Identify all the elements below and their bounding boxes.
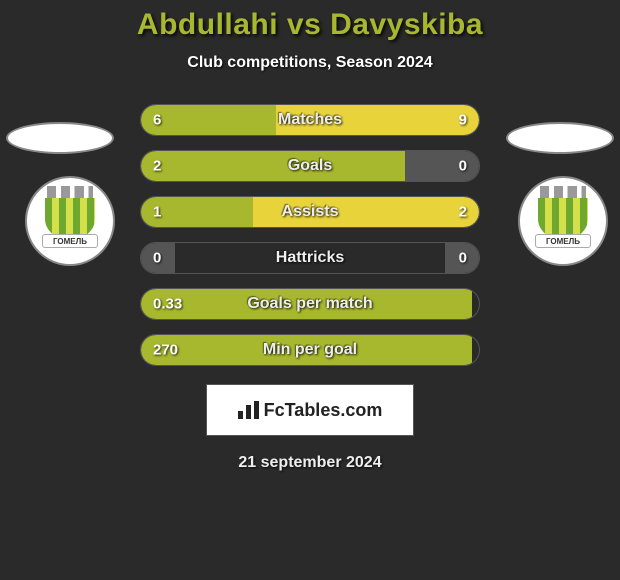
stat-label: Goals per match [247, 295, 372, 313]
stat-bar-left [141, 151, 405, 181]
stat-value-right: 2 [459, 204, 467, 221]
stats-column: 6 Matches 9 2 Goals 0 1 Assists 2 0 Hattricks 0 0.33… [140, 104, 480, 380]
page-title: Abdullahi vs Davyskiba [0, 8, 620, 42]
stat-label: Matches [278, 111, 342, 129]
page-subtitle: Club competitions, Season 2024 [0, 54, 620, 72]
stat-value-left: 270 [153, 342, 178, 359]
badge-text-right: ГОМЕЛЬ [535, 234, 591, 248]
stat-value-left: 0.33 [153, 296, 182, 313]
stat-row: 2 Goals 0 [140, 150, 480, 182]
club-crest-icon: ГОМЕЛЬ [528, 186, 598, 256]
comparison-card: Abdullahi vs Davyskiba Club competitions… [0, 0, 620, 472]
stat-row: 270 Min per goal [140, 334, 480, 366]
player-left-club-badge: ГОМЕЛЬ [25, 176, 115, 266]
player-right-silhouette [506, 122, 614, 154]
brand-logo[interactable]: FcTables.com [206, 384, 414, 436]
stat-value-right: 0 [459, 250, 467, 267]
stat-row: 0 Hattricks 0 [140, 242, 480, 274]
stat-value-left: 6 [153, 112, 161, 129]
stat-value-left: 1 [153, 204, 161, 221]
player-right-club-badge: ГОМЕЛЬ [518, 176, 608, 266]
stat-value-right: 9 [459, 112, 467, 129]
stat-row: 1 Assists 2 [140, 196, 480, 228]
stat-row: 6 Matches 9 [140, 104, 480, 136]
stat-label: Min per goal [263, 341, 357, 359]
stat-value-left: 2 [153, 158, 161, 175]
stat-row: 0.33 Goals per match [140, 288, 480, 320]
bar-chart-icon [238, 401, 260, 419]
club-crest-icon: ГОМЕЛЬ [35, 186, 105, 256]
stat-label: Hattricks [276, 249, 344, 267]
stat-value-right: 0 [459, 158, 467, 175]
stat-bar-right [405, 151, 479, 181]
brand-text: FcTables.com [264, 400, 383, 421]
stat-label: Goals [288, 157, 332, 175]
player-left-silhouette [6, 122, 114, 154]
stat-value-left: 0 [153, 250, 161, 267]
stat-label: Assists [282, 203, 339, 221]
badge-text-left: ГОМЕЛЬ [42, 234, 98, 248]
footer-date: 21 september 2024 [0, 454, 620, 472]
